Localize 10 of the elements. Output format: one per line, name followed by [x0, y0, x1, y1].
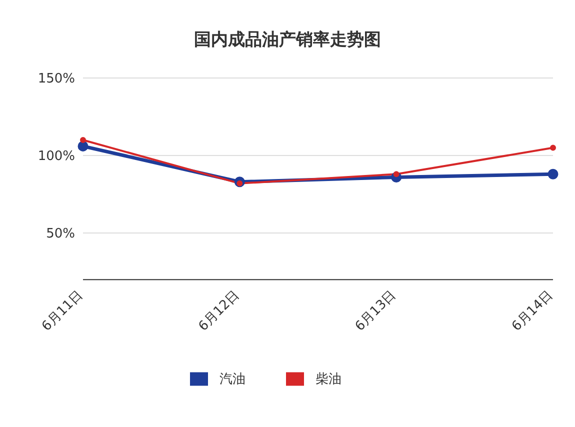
y-tick-label: 100%: [38, 149, 75, 164]
x-tick-label: 6月14日: [509, 288, 556, 334]
x-tick-label: 6月13日: [352, 288, 400, 334]
legend-label: 汽油: [220, 372, 246, 387]
legend-label: 柴油: [316, 372, 342, 387]
y-tick-label: 150%: [38, 72, 75, 87]
x-tick-label: 6月12日: [196, 288, 242, 334]
y-tick-label: 50%: [46, 226, 75, 242]
x-tick-label: 6月11日: [39, 288, 86, 334]
chart-title: 国内成品油产销率走势图: [193, 29, 382, 52]
